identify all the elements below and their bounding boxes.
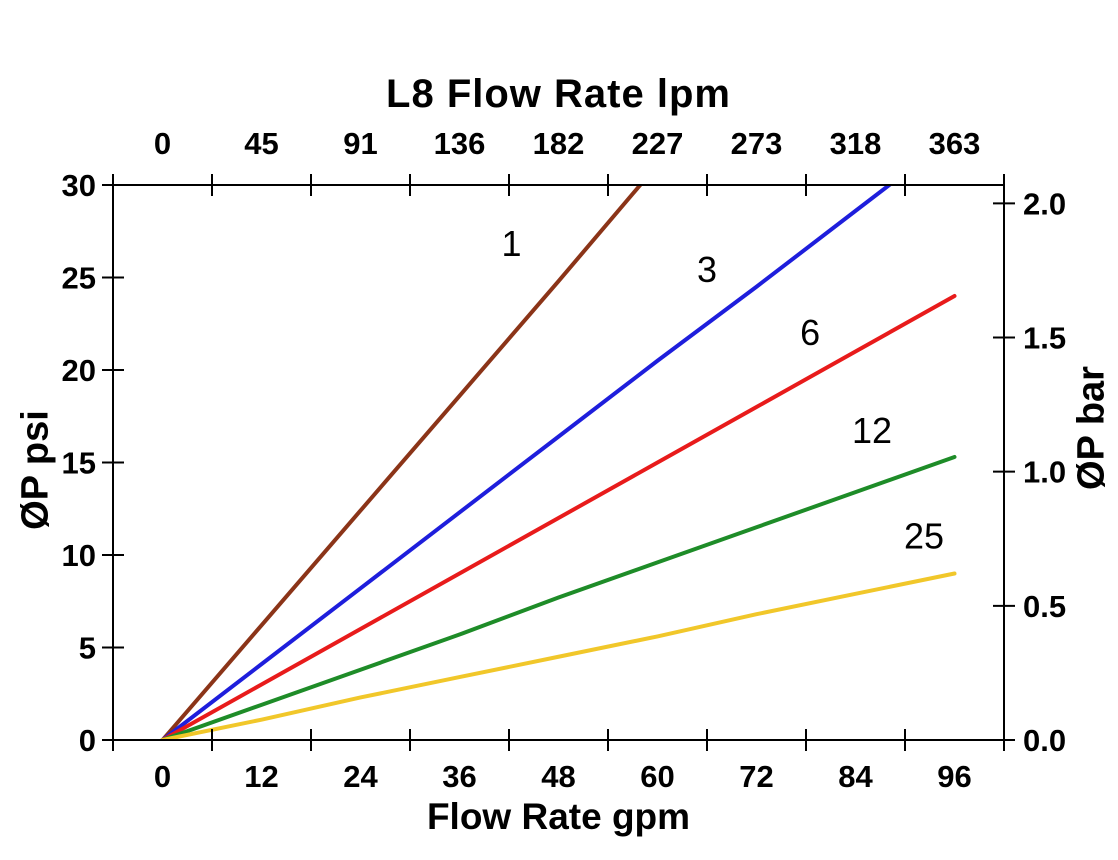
right-tick-label: 1.5	[1023, 321, 1066, 356]
bottom-tick-label: 60	[640, 759, 674, 794]
left-tick-label: 25	[62, 261, 96, 296]
right-tick-label: 0.0	[1023, 723, 1066, 758]
bottom-tick-label: 72	[739, 759, 773, 794]
series-line-3	[160, 185, 893, 740]
top-tick-label: 45	[244, 126, 278, 161]
bottom-tick-label: 0	[154, 759, 171, 794]
bottom-tick-label: 48	[541, 759, 575, 794]
right-tick-label: 0.5	[1023, 589, 1066, 624]
top-tick-label: 182	[533, 126, 585, 161]
right-axis-title: ØP bar	[1070, 366, 1113, 490]
top-tick-label: 227	[632, 126, 684, 161]
series-label-25: 25	[904, 516, 944, 557]
series-line-6	[160, 294, 957, 740]
left-tick-label: 30	[62, 168, 96, 203]
series-group	[160, 185, 957, 740]
left-tick-label: 0	[79, 723, 96, 758]
bottom-axis-title: Flow Rate gpm	[426, 796, 691, 837]
left-axis-title: ØP psi	[14, 410, 57, 530]
bottom-tick-label: 96	[937, 759, 971, 794]
top-tick-label: 363	[929, 126, 981, 161]
series-line-1	[160, 185, 643, 740]
bottom-tick-label: 12	[244, 759, 278, 794]
chart-title: L8 Flow Rate lpm	[386, 72, 731, 116]
series-label-1: 1	[501, 223, 521, 264]
left-tick-label: 10	[62, 538, 96, 573]
bottom-tick-label: 24	[343, 759, 378, 794]
series-label-6: 6	[800, 312, 820, 353]
series-line-12	[160, 454, 957, 740]
bottom-tick-label: 36	[442, 759, 476, 794]
series-label-3: 3	[697, 249, 717, 290]
series-label-12: 12	[852, 410, 892, 451]
left-tick-label: 20	[62, 353, 96, 388]
bottom-tick-label: 84	[838, 759, 873, 794]
top-tick-label: 318	[830, 126, 882, 161]
left-tick-label: 5	[79, 631, 96, 666]
right-tick-label: 1.0	[1023, 455, 1066, 490]
top-tick-label: 0	[154, 126, 171, 161]
right-tick-label: 2.0	[1023, 186, 1066, 221]
left-tick-label: 15	[62, 446, 96, 481]
series-line-25	[160, 571, 957, 740]
top-tick-label: 136	[434, 126, 486, 161]
top-tick-label: 273	[731, 126, 783, 161]
top-tick-label: 91	[343, 126, 377, 161]
